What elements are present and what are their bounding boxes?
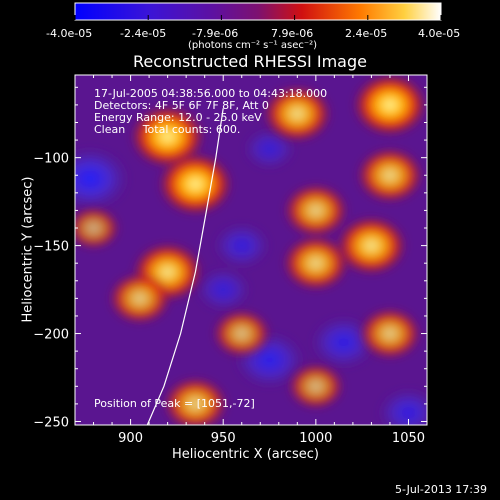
- bright-region: [211, 308, 272, 359]
- plot-frame: [74, 74, 428, 426]
- colorbar-tick-label: -4.0e-05: [46, 27, 93, 40]
- dark-region: [195, 267, 251, 312]
- colorbar-unit-label: (photons cm⁻² s⁻¹ asec⁻²): [188, 40, 318, 51]
- colorbar: [74, 2, 442, 21]
- colorbar-tick-label: 7.9e-06: [271, 27, 314, 40]
- bright-region: [351, 75, 427, 137]
- footer-timestamp: 5-Jul-2013 17:39: [395, 483, 488, 496]
- chart-title: Reconstructed RHESSI Image: [133, 52, 367, 71]
- bright-region: [262, 84, 333, 143]
- dark-region: [75, 146, 130, 211]
- colorbar-tick-label: 2.4e-05: [345, 27, 388, 40]
- bright-region: [107, 271, 172, 325]
- x-tick-label: 900: [118, 431, 143, 446]
- info-clean-counts: Clean Total counts: 600.: [94, 123, 241, 136]
- x-tick-label: 950: [211, 431, 236, 446]
- bright-region: [282, 182, 349, 238]
- bright-region: [129, 104, 206, 169]
- colorbar-tick-label: 4.0e-05: [418, 27, 461, 40]
- dark-region: [377, 387, 427, 425]
- colorbar-tick-label: -2.4e-05: [120, 27, 167, 40]
- y-tick-label: −100: [33, 152, 69, 167]
- dark-region: [212, 222, 271, 269]
- y-tick-label: −200: [33, 328, 69, 343]
- x-tick-label: 1000: [299, 431, 332, 446]
- bright-region: [357, 306, 422, 361]
- bright-region: [157, 152, 234, 217]
- x-tick-label: 1050: [392, 431, 425, 446]
- bright-region: [286, 362, 345, 411]
- info-time-range: 17-Jul-2005 04:38:56.000 to 04:43:18.000: [94, 87, 328, 100]
- bright-region: [162, 376, 229, 425]
- bright-region: [335, 215, 408, 276]
- bright-region: [355, 146, 424, 204]
- info-energy-range: Energy Range: 12.0 - 25.0 keV: [94, 111, 262, 124]
- y-tick-label: −250: [33, 415, 69, 430]
- x-axis-label: Heliocentric X (arcsec): [172, 447, 319, 462]
- info-detectors: Detectors: 4F 5F 6F 7F 8F, Att 0: [94, 99, 269, 112]
- peak-position-text: Position of Peak = [1051,-72]: [94, 397, 255, 410]
- y-axis-label: Heliocentric Y (arcsec): [20, 176, 36, 323]
- bright-region: [281, 234, 350, 292]
- colorbar-tick-label: -7.9e-06: [192, 27, 239, 40]
- y-tick-label: −150: [33, 240, 69, 255]
- bright-region: [75, 205, 121, 251]
- solar-limb-curve: [146, 108, 224, 425]
